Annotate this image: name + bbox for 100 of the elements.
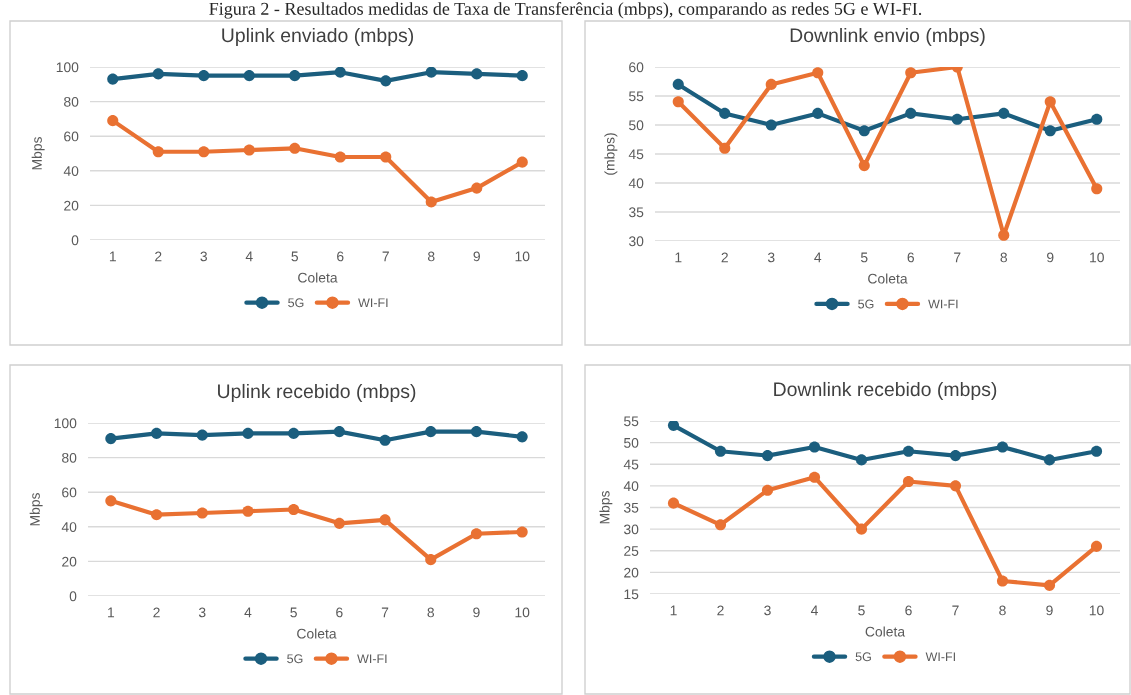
point bbox=[1044, 96, 1056, 108]
chart-title: Downlink recebido (mbps) bbox=[774, 381, 997, 401]
x-tick-label: 8 bbox=[427, 251, 435, 262]
x-tick-label: 10 bbox=[1089, 605, 1104, 616]
x-tick-label: 2 bbox=[721, 252, 728, 263]
x-tick-label: 9 bbox=[1046, 605, 1053, 616]
point bbox=[855, 454, 868, 466]
point bbox=[719, 142, 731, 154]
y-tick-label: 20 bbox=[62, 556, 77, 567]
point bbox=[1090, 445, 1103, 457]
point bbox=[198, 70, 210, 82]
point bbox=[714, 445, 727, 457]
x-tick-label: 6 bbox=[337, 251, 344, 262]
y-tick-label: 35 bbox=[623, 502, 639, 513]
point bbox=[516, 70, 528, 82]
point bbox=[1090, 540, 1103, 552]
point bbox=[858, 125, 870, 137]
y-tick-label: 45 bbox=[628, 149, 644, 160]
legend-label: 5G bbox=[288, 298, 304, 308]
point bbox=[196, 507, 208, 519]
point bbox=[516, 431, 528, 443]
point bbox=[470, 528, 483, 540]
point bbox=[107, 115, 119, 127]
point bbox=[667, 421, 680, 431]
y-tick-label: 20 bbox=[64, 200, 79, 211]
y-tick-label: 60 bbox=[629, 62, 644, 73]
x-tick-label: 8 bbox=[427, 607, 435, 618]
x-tick-label: 8 bbox=[999, 605, 1006, 616]
x-tick-label: 3 bbox=[198, 607, 206, 618]
point bbox=[105, 495, 117, 507]
point bbox=[243, 144, 255, 156]
point bbox=[516, 526, 528, 538]
point bbox=[198, 146, 210, 158]
x-tick-label: 5 bbox=[860, 252, 868, 263]
point bbox=[516, 156, 528, 168]
chart-title: Uplink enviado (mbps) bbox=[222, 27, 414, 47]
point bbox=[243, 70, 255, 82]
y-axis-title: Mbps bbox=[31, 137, 45, 170]
point bbox=[765, 119, 777, 131]
y-tick-label: 0 bbox=[71, 235, 79, 246]
point bbox=[242, 505, 254, 517]
point bbox=[855, 523, 868, 535]
x-tick-label: 6 bbox=[336, 607, 343, 618]
y-tick-label: 55 bbox=[624, 416, 639, 427]
point bbox=[289, 70, 301, 82]
y-tick-label: 55 bbox=[629, 91, 644, 102]
x-tick-label: 5 bbox=[290, 607, 297, 618]
point bbox=[334, 151, 346, 163]
x-tick-label: 2 bbox=[717, 605, 724, 616]
point bbox=[1044, 125, 1056, 137]
point bbox=[714, 519, 727, 531]
point bbox=[333, 517, 345, 529]
legend-label: 5G bbox=[287, 654, 303, 664]
y-tick-label: 40 bbox=[623, 481, 639, 492]
x-tick-label: 4 bbox=[245, 251, 253, 262]
y-tick-label: 40 bbox=[63, 166, 79, 176]
point bbox=[998, 229, 1010, 241]
x-tick-label: 2 bbox=[155, 251, 162, 262]
legend-label: WI-FI bbox=[928, 299, 958, 309]
legend-label: WI-FI bbox=[358, 298, 388, 308]
y-tick-label: 80 bbox=[62, 452, 77, 463]
x-tick-label: 1 bbox=[670, 605, 677, 616]
x-tick-label: 1 bbox=[109, 251, 116, 262]
y-tick-label: 20 bbox=[624, 567, 639, 578]
point bbox=[333, 426, 345, 438]
y-tick-label: 25 bbox=[624, 546, 639, 556]
point bbox=[902, 475, 915, 488]
x-tick-label: 10 bbox=[515, 607, 530, 618]
point bbox=[288, 427, 300, 439]
point bbox=[998, 107, 1010, 119]
point bbox=[765, 78, 777, 90]
point bbox=[1043, 579, 1056, 591]
point bbox=[812, 67, 824, 79]
point bbox=[858, 160, 870, 172]
point bbox=[288, 503, 300, 516]
x-tick-label: 9 bbox=[473, 607, 480, 618]
x-tick-label: 4 bbox=[814, 252, 822, 263]
point bbox=[105, 433, 117, 445]
point bbox=[470, 426, 483, 438]
point bbox=[425, 196, 437, 208]
x-axis-title: Coleta bbox=[298, 272, 338, 283]
point bbox=[808, 441, 821, 453]
text: Figura 2 - Resultados medidas de Taxa de Transferência (mbps), comparando as redes 5G e WI-FI. bbox=[209, 2, 922, 19]
x-tick-label: 5 bbox=[291, 251, 299, 262]
x-axis-title: Coleta bbox=[868, 273, 908, 284]
point bbox=[425, 426, 437, 438]
x-tick-label: 6 bbox=[907, 252, 914, 263]
x-tick-label: 7 bbox=[382, 251, 389, 262]
x-tick-label: 3 bbox=[200, 251, 207, 262]
legend-label: 5G bbox=[858, 299, 874, 309]
x-tick-label: 9 bbox=[473, 251, 480, 262]
point bbox=[1091, 113, 1103, 125]
y-tick-label: 100 bbox=[56, 62, 79, 73]
y-tick-label: 40 bbox=[61, 522, 77, 532]
x-axis-title: Coleta bbox=[297, 628, 337, 639]
point bbox=[107, 73, 119, 85]
point bbox=[152, 68, 164, 80]
point bbox=[379, 434, 391, 446]
point bbox=[812, 107, 824, 119]
x-tick-label: 3 bbox=[767, 252, 775, 263]
